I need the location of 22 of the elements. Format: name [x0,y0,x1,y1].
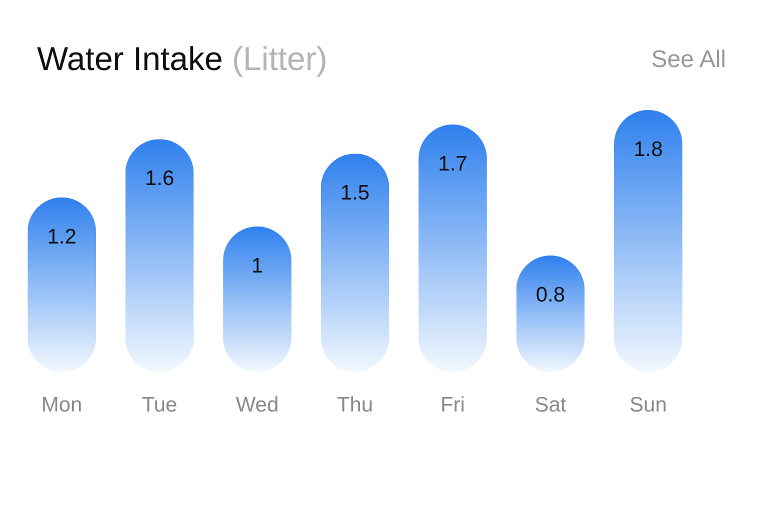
text: See All [651,46,726,74]
chart-subtitle: (Litter) [232,40,328,77]
bar [125,139,194,372]
x-tick-label: Wed [236,394,279,416]
data-label: 1.2 [47,225,76,248]
x-tick-label: Mon [41,394,82,416]
x-tick-label: Thu [336,394,374,416]
x-tick-label: Sun [630,394,667,416]
bar [418,124,487,372]
x-tick-label: Tue [142,394,178,416]
data-label: 0.8 [536,284,566,307]
bar [28,197,96,372]
bar [614,110,682,372]
chart-title: Water Intake [37,40,223,77]
data-label: 1.6 [144,167,174,190]
data-label: 1.7 [438,152,468,176]
bar [320,154,390,372]
x-tick-label: Sat [534,394,566,416]
x-tick-label: Fri [440,394,465,416]
data-label: 1.5 [340,182,370,205]
data-label: 1.8 [634,138,663,161]
data-label: 1 [251,254,264,278]
